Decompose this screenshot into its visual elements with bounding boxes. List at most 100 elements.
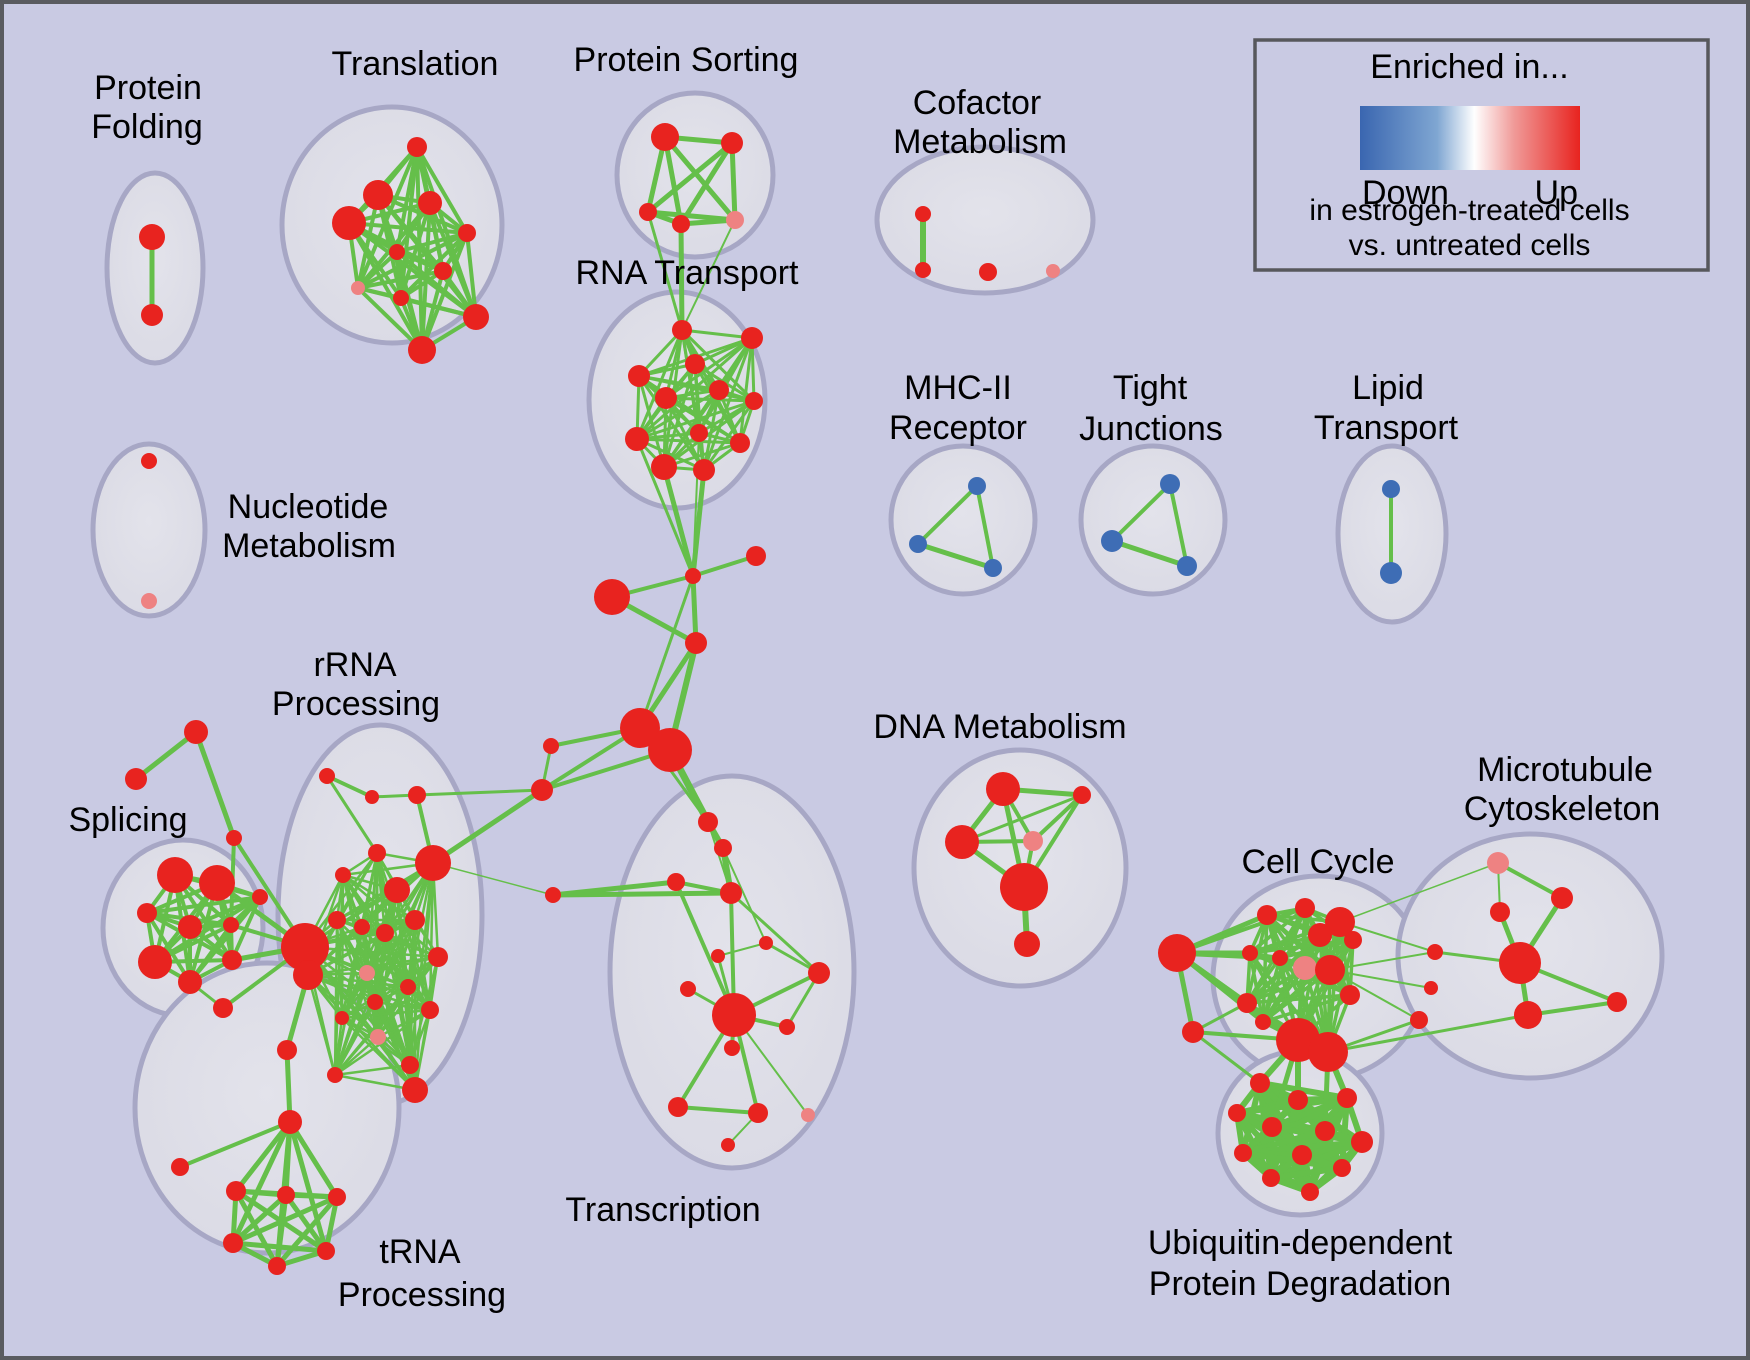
gene-set-node-u6 [1315, 1121, 1335, 1141]
edge [376, 931, 387, 1039]
cluster-label: Cell Cycle [1241, 843, 1394, 881]
edge [333, 1035, 380, 1077]
gene-set-node-r1 [319, 768, 335, 784]
gene-set-node-mt2 [1551, 887, 1573, 909]
cluster-label: rRNA [313, 646, 396, 684]
gene-set-node-r13 [428, 947, 448, 967]
edge [676, 1105, 760, 1115]
gene-set-node-u7 [1351, 1131, 1373, 1153]
gene-set-node-d1 [986, 772, 1020, 806]
edge [637, 374, 666, 469]
edge [1339, 862, 1499, 923]
gene-set-node-mt9 [1607, 992, 1627, 1012]
edge [690, 467, 707, 579]
edge [637, 374, 706, 472]
edge [356, 269, 445, 290]
edge [428, 201, 478, 319]
edge [333, 925, 364, 1077]
gene-set-node-c4 [1308, 923, 1332, 947]
edge [230, 1240, 329, 1254]
gene-set-node-mt7 [1499, 942, 1541, 984]
edge [325, 774, 374, 799]
gene-set-node-s7 [178, 970, 202, 994]
gene-set-node-c9 [1237, 993, 1257, 1013]
edge [680, 328, 754, 340]
gene-set-node-r14 [400, 979, 416, 995]
edge [347, 221, 424, 352]
cluster-ellipse-nucleotide-metabolism [90, 441, 208, 619]
gene-set-node-pf1 [139, 224, 165, 250]
edge [664, 336, 754, 400]
edge [975, 484, 995, 570]
gene-set-node-cf4 [1046, 264, 1060, 278]
gene-set-node-rt7 [745, 392, 763, 410]
gene-set-node-r6 [384, 877, 410, 903]
cluster-label: Metabolism [893, 123, 1067, 161]
gene-set-node-r15 [367, 994, 383, 1010]
edge [661, 464, 696, 579]
edge [432, 862, 554, 896]
edge [738, 336, 754, 445]
cluster-label: Processing [272, 685, 440, 723]
gene-set-node-t9 [393, 290, 409, 306]
edge [635, 437, 742, 445]
edge [230, 1192, 289, 1246]
edge [133, 729, 199, 782]
cluster-label: Junctions [1079, 410, 1223, 448]
edge [645, 140, 735, 215]
gene-set-node-t1 [407, 137, 427, 157]
cluster-label: Cytoskeleton [1464, 790, 1661, 828]
edge [678, 221, 685, 333]
edge [646, 210, 684, 332]
edge [233, 1188, 280, 1269]
gene-set-node-r2 [365, 790, 379, 804]
gene-set-node-d4 [1023, 831, 1043, 851]
gene-set-node-lt2 [1380, 562, 1402, 584]
edge [678, 140, 735, 227]
edge [960, 793, 1084, 844]
gene-set-node-r10 [354, 919, 370, 935]
gene-set-node-x3 [226, 830, 242, 846]
gene-set-node-r3 [408, 786, 426, 804]
cluster-label: Ubiquitin-dependent [1148, 1224, 1453, 1262]
gene-set-node-tr13 [748, 1103, 768, 1123]
gene-set-node-rt11 [651, 454, 677, 480]
gene-set-node-t5 [458, 224, 476, 242]
gene-set-node-cf3 [979, 263, 997, 281]
gene-set-node-s8 [222, 950, 242, 970]
gene-set-node-tr14 [801, 1108, 815, 1122]
cluster-label: Receptor [889, 409, 1027, 447]
edge [230, 1119, 293, 1246]
gene-set-node-q2 [226, 1181, 246, 1201]
gene-set-node-c8 [1315, 955, 1345, 985]
gene-set-node-mt4 [1427, 944, 1443, 960]
gene-set-node-u5 [1262, 1117, 1282, 1137]
edge [1191, 1030, 1262, 1085]
cluster-label: DNA Metabolism [873, 708, 1126, 746]
edge [287, 1119, 340, 1200]
edge [153, 895, 262, 964]
edge [287, 1119, 329, 1254]
edge [916, 484, 979, 546]
edge [635, 399, 756, 441]
gene-set-node-u1 [1250, 1073, 1270, 1093]
gene-set-node-u2 [1288, 1090, 1308, 1110]
cluster-label: Folding [91, 108, 203, 146]
gene-set-node-u12 [1301, 1183, 1319, 1201]
gene-set-node-c13 [1344, 931, 1362, 949]
cluster-label: Translation [332, 45, 499, 83]
gene-set-node-c3 [1325, 907, 1355, 937]
cluster-ellipse-mhc-ii-receptor [888, 443, 1038, 597]
gene-set-node-q1 [171, 1158, 189, 1176]
edge [637, 374, 756, 403]
gene-set-node-r17 [335, 1011, 349, 1025]
legend-gradient-bar [1360, 106, 1580, 170]
gene-set-node-r22 [213, 998, 233, 1018]
node-layer [125, 123, 1627, 1275]
gene-set-node-tj2 [1101, 530, 1123, 552]
edge [690, 573, 699, 646]
edge [1329, 951, 1436, 971]
edge [340, 955, 440, 1020]
gene-set-node-m6 [531, 779, 553, 801]
